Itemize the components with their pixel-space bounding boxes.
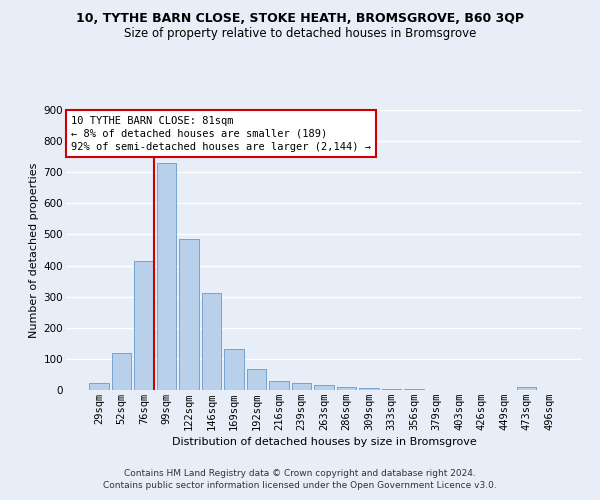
Bar [202,293,221,390]
Text: 10, TYTHE BARN CLOSE, STOKE HEATH, BROMSGROVE, B60 3QP: 10, TYTHE BARN CLOSE, STOKE HEATH, BROMS… [76,12,524,26]
Bar [224,348,244,390]
Text: 10 TYTHE BARN CLOSE: 81sqm
← 8% of detached houses are smaller (189)
92% of semi: 10 TYTHE BARN CLOSE: 81sqm ← 8% of detac… [71,116,371,152]
X-axis label: Distribution of detached houses by size in Bromsgrove: Distribution of detached houses by size … [172,437,476,447]
Bar [89,383,109,390]
Bar [337,387,356,390]
Bar [517,387,536,390]
Bar [134,261,154,390]
Bar [112,352,131,390]
Text: Contains HM Land Registry data © Crown copyright and database right 2024.
Contai: Contains HM Land Registry data © Crown c… [103,469,497,490]
Y-axis label: Number of detached properties: Number of detached properties [29,162,40,338]
Bar [247,369,266,390]
Bar [179,239,199,390]
Text: Size of property relative to detached houses in Bromsgrove: Size of property relative to detached ho… [124,28,476,40]
Bar [157,163,176,390]
Bar [269,382,289,390]
Bar [359,388,379,390]
Bar [314,386,334,390]
Bar [292,383,311,390]
